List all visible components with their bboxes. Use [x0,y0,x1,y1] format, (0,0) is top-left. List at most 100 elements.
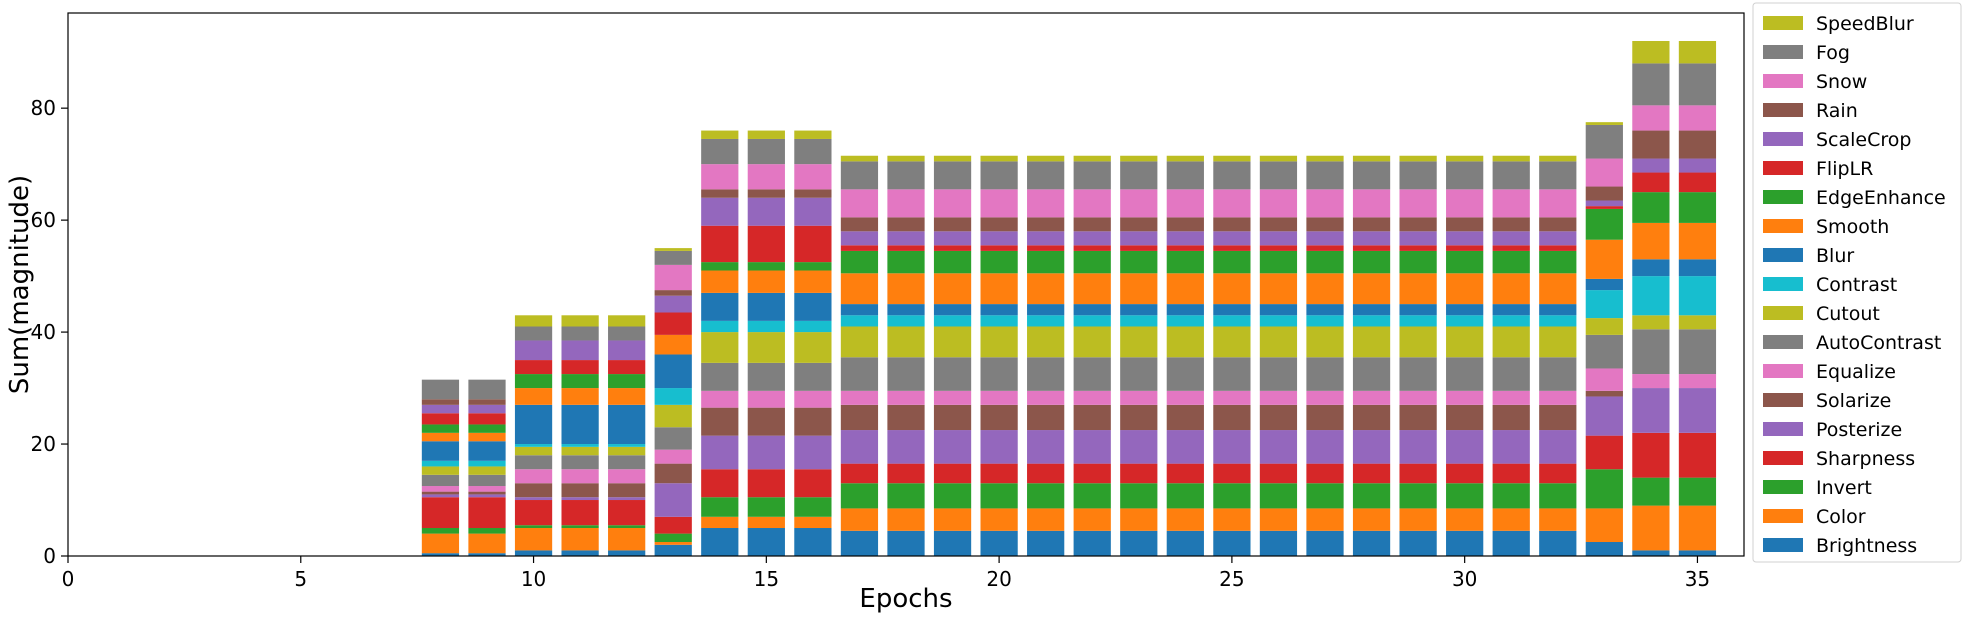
bar-segment-autocontrast-epoch-17 [840,357,879,391]
bar-segment-cutout-epoch-30 [1446,326,1484,358]
bar-segment-cutout-epoch-11 [561,446,599,456]
bar-segment-cutout-epoch-14 [701,332,739,363]
bar-segment-equalize-epoch-17 [840,390,879,405]
bar-segment-color-epoch-32 [1539,508,1577,531]
bar-segment-snow-epoch-33 [1585,158,1623,187]
bar-segment-rain-epoch-21 [1027,217,1065,232]
bar-segment-contrast-epoch-31 [1492,315,1530,327]
bar-segment-fliplr-epoch-16 [794,225,832,263]
x-tick-label: 10 [521,567,546,591]
bar-segment-sharpness-epoch-30 [1446,463,1484,484]
bar-segment-scalecrop-epoch-31 [1492,231,1530,246]
bar-segment-speedblur-epoch-20 [980,155,1018,162]
y-tick-label: 0 [43,544,56,568]
legend-label: EdgeEnhance [1816,187,1946,209]
bar-segment-fliplr-epoch-35 [1678,172,1717,193]
bar-segment-autocontrast-epoch-11 [561,455,599,470]
bar-segment-sharpness-epoch-33 [1585,435,1623,470]
bar-segment-contrast-epoch-26 [1259,315,1298,327]
bar-segment-fog-epoch-17 [840,161,879,190]
bar-segment-speedblur-epoch-12 [608,315,646,327]
y-tick-label: 40 [31,320,56,344]
bar-segment-fliplr-epoch-18 [887,245,925,251]
bar-segment-fog-epoch-32 [1539,161,1577,190]
bar-segment-cutout-epoch-27 [1306,326,1344,358]
bar-segment-fliplr-epoch-22 [1073,245,1111,251]
bar-segment-scalecrop-epoch-33 [1585,200,1623,207]
bar-segment-speedblur-epoch-10 [514,315,553,327]
bar-segment-smooth-epoch-24 [1166,273,1204,305]
bar-segment-posterize-epoch-18 [887,430,925,464]
bar-segment-fliplr-epoch-31 [1492,245,1530,251]
bar-segment-autocontrast-epoch-18 [887,357,925,391]
bar-segment-scalecrop-epoch-26 [1259,231,1298,246]
legend-swatch [1763,277,1803,291]
bar-segment-fliplr-epoch-19 [933,245,972,251]
bar-segment-brightness-epoch-24 [1166,530,1204,556]
bar-segment-speedblur-epoch-21 [1027,155,1065,162]
bar-segment-solarize-epoch-32 [1539,404,1577,431]
bar-segment-cutout-epoch-26 [1259,326,1298,358]
bar-segment-contrast-epoch-25 [1213,315,1251,327]
bar-segment-autocontrast-epoch-29 [1399,357,1437,391]
bar-segment-invert-epoch-12 [608,525,646,529]
bar-segment-speedblur-epoch-30 [1446,155,1484,162]
bar-segment-sharpness-epoch-24 [1166,463,1204,484]
bar-segment-edgeenhance-epoch-30 [1446,250,1484,274]
legend-swatch [1763,103,1803,117]
bar-segment-color-epoch-10 [514,528,553,551]
bar-segment-fog-epoch-19 [933,161,972,190]
bar-segment-blur-epoch-12 [608,404,646,445]
bar-segment-autocontrast-epoch-8 [421,474,460,487]
bar-segment-fliplr-epoch-10 [514,360,553,375]
bar-segment-edgeenhance-epoch-9 [468,424,506,433]
bar-segment-autocontrast-epoch-16 [794,362,832,391]
bar-segment-fog-epoch-10 [514,326,553,341]
bar-segment-fliplr-epoch-21 [1027,245,1065,251]
bar-segment-smooth-epoch-18 [887,273,925,305]
bar-segment-autocontrast-epoch-19 [933,357,972,391]
bar-segment-invert-epoch-16 [794,497,832,517]
bar-segment-contrast-epoch-27 [1306,315,1344,327]
bar-segment-blur-epoch-9 [468,441,506,461]
bar-segment-rain-epoch-9 [468,399,506,405]
legend-swatch [1763,306,1803,320]
x-tick-label: 5 [294,567,307,591]
bar-segment-cutout-epoch-8 [421,466,460,475]
bar-segment-cutout-epoch-24 [1166,326,1204,358]
bar-segment-brightness-epoch-10 [514,550,553,556]
bar-segment-solarize-epoch-20 [980,404,1018,431]
bar-segment-posterize-epoch-9 [468,494,506,498]
bar-segment-cutout-epoch-35 [1678,315,1717,330]
bar-segment-speedblur-epoch-23 [1120,155,1158,162]
bar-segment-invert-epoch-30 [1446,483,1484,509]
bar-segment-edgeenhance-epoch-26 [1259,250,1298,274]
bar-segment-blur-epoch-11 [561,404,599,445]
legend-label: Posterize [1816,419,1902,441]
bar-segment-edgeenhance-epoch-21 [1027,250,1065,274]
legend-item-sharpness: Sharpness [1763,448,1915,470]
legend-label: FlipLR [1816,158,1873,180]
bar-segment-solarize-epoch-10 [514,483,553,498]
legend-label: SpeedBlur [1816,13,1914,35]
bar-segment-smooth-epoch-21 [1027,273,1065,305]
bar-segment-equalize-epoch-28 [1352,390,1391,405]
bar-segment-brightness-epoch-33 [1585,542,1623,556]
bar-segment-rain-epoch-27 [1306,217,1344,232]
bar-segment-brightness-epoch-34 [1632,550,1670,556]
bar-segment-edgeenhance-epoch-23 [1120,250,1158,274]
bar-segment-blur-epoch-18 [887,304,925,316]
bar-segment-edgeenhance-epoch-22 [1073,250,1111,274]
legend-box [1752,2,1962,563]
bar-segment-color-epoch-18 [887,508,925,531]
bar-segment-blur-epoch-25 [1213,304,1251,316]
bar-segment-invert-epoch-8 [421,528,460,534]
bar-segment-posterize-epoch-35 [1678,388,1717,433]
bar-segment-edgeenhance-epoch-34 [1632,192,1670,223]
legend-swatch [1763,16,1803,30]
bar-segment-invert-epoch-9 [468,528,506,534]
bar-segment-fliplr-epoch-12 [608,360,646,375]
x-tick-label: 15 [754,567,779,591]
bar-segment-solarize-epoch-11 [561,483,599,498]
bar-segment-snow-epoch-35 [1678,105,1717,131]
